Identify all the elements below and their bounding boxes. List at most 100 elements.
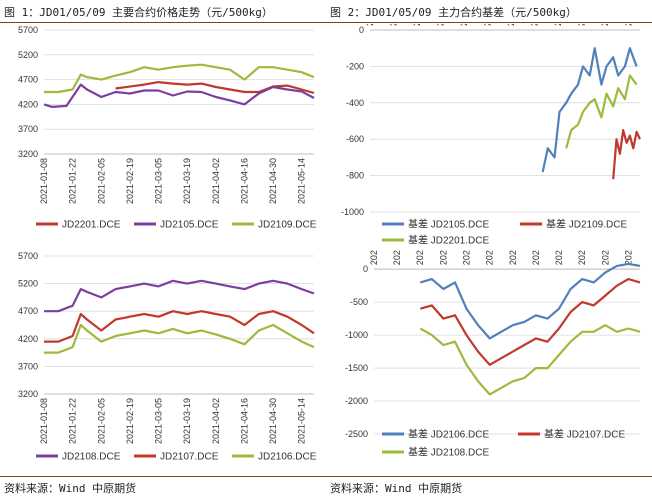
x-tick-label: 2021-05-13 — [623, 24, 633, 26]
x-tick-label: 2021-03-18 — [529, 24, 539, 26]
y-tick-label: 4200 — [18, 99, 38, 109]
x-tick-label: 2020-12-24 — [388, 24, 398, 26]
x-tick-label: 2020-12-10 — [365, 24, 375, 26]
x-tick-label: 2021-02-18 — [485, 250, 495, 265]
basis-chart-2106-2107-2108: -2500 -2000 -1500 -1000 -500 02020-12-10 2020-… — [326, 250, 652, 472]
x-tick-label: 2021-01-21 — [435, 24, 445, 26]
y-tick-label: -500 — [350, 297, 368, 307]
x-tick-label: 2021-03-19 — [182, 398, 192, 444]
y-tick-label: -2000 — [345, 396, 368, 406]
price-chart-svg: 3200 3700 4200 4700 5200 5700 2021-01-08 2021-0… — [18, 25, 317, 231]
legend-label: 基差 JD2108.DCE — [408, 446, 489, 459]
series-line — [419, 324, 641, 396]
legend-label: 基差 JD2107.DCE — [544, 428, 625, 441]
basis-chart-2105-2109-2201: -1000 -800 -600 -400 -200 02020-12-10 2020-12-… — [326, 24, 652, 246]
x-tick-label: 2021-03-18 — [531, 250, 541, 265]
x-tick-label: 2021-01-22 — [68, 158, 78, 204]
legend-label: JD2109.DCE — [258, 220, 317, 231]
y-tick-label: -600 — [346, 134, 364, 144]
y-tick-label: -2500 — [345, 429, 368, 439]
price-chart-2108-2107-2106: 3200 3700 4200 4700 5200 5700 2021-01-08 2021-0… — [0, 250, 326, 472]
legend-label: JD2108.DCE — [62, 452, 121, 463]
x-tick-label: 2021-03-04 — [506, 24, 516, 26]
series-line — [612, 128, 641, 180]
legend-label: 基差 JD2106.DCE — [408, 428, 489, 441]
x-tick-label: 2021-04-02 — [211, 158, 221, 204]
x-tick-label: 2021-02-04 — [459, 24, 469, 26]
x-tick-label: 2021-01-07 — [412, 24, 422, 26]
legend-label: 基差 JD2105.DCE — [408, 218, 489, 231]
legend-label: 基差 JD2109.DCE — [546, 218, 627, 231]
y-tick-label: -400 — [346, 98, 364, 108]
legend-label: JD2106.DCE — [258, 452, 317, 463]
y-tick-label: -1500 — [345, 363, 368, 373]
figure-1-title: 图 1：JD01/05/09 主要合约价格走势（元/500kg） — [4, 6, 273, 19]
y-tick-label: 3200 — [18, 389, 38, 399]
x-tick-label: 2021-04-16 — [239, 398, 249, 444]
x-tick-label: 2021-03-19 — [182, 158, 192, 204]
x-tick-label: 2021-04-01 — [554, 250, 564, 265]
series-line — [44, 310, 315, 343]
y-tick-label: 3700 — [18, 124, 38, 134]
y-tick-label: 4700 — [18, 75, 38, 85]
series-line — [419, 262, 641, 340]
figure-2-title: 图 2：JD01/05/09 主力合约基差（元/500kg） — [330, 6, 577, 19]
x-tick-label: 2021-04-29 — [600, 24, 610, 26]
y-tick-label: 4700 — [18, 306, 38, 316]
x-tick-label: 2021-03-05 — [154, 398, 164, 444]
y-tick-label: -1000 — [345, 330, 368, 340]
y-tick-label: 3700 — [18, 361, 38, 371]
y-tick-label: 0 — [363, 264, 368, 274]
price-chart-svg: 3200 3700 4200 4700 5200 5700 2021-01-08 2021-0… — [18, 251, 317, 463]
x-tick-label: 2021-04-30 — [268, 158, 278, 204]
series-line — [115, 80, 315, 95]
x-tick-label: 2021-01-08 — [39, 398, 49, 444]
x-tick-label: 2021-02-19 — [125, 158, 135, 204]
y-tick-label: 5700 — [18, 251, 38, 261]
y-tick-label: 4200 — [18, 334, 38, 344]
legend-label: JD2107.DCE — [160, 452, 219, 463]
figure-header: 图 1：JD01/05/09 主要合约价格走势（元/500kg） 图 2：JD0… — [0, 0, 652, 22]
footer-rule — [0, 476, 652, 477]
source-note-right: 资料来源：Wind 中原期货 — [330, 482, 463, 495]
x-tick-label: 2021-05-13 — [623, 250, 633, 265]
x-tick-label: 2021-04-01 — [553, 24, 563, 26]
price-chart-2201-2105-2109: 3200 3700 4200 4700 5200 5700 2021-01-08 2021-0… — [0, 24, 326, 246]
x-tick-label: 2021-01-22 — [68, 398, 78, 444]
x-tick-label: 2021-04-16 — [239, 158, 249, 204]
x-tick-label: 2021-04-29 — [600, 250, 610, 265]
x-tick-label: 2021-04-15 — [577, 250, 587, 265]
x-tick-label: 2021-02-19 — [125, 398, 135, 444]
y-tick-label: 5700 — [18, 25, 38, 35]
x-tick-label: 2021-02-18 — [482, 24, 492, 26]
series-line — [419, 278, 641, 366]
series-line — [565, 74, 638, 149]
x-tick-label: 2021-03-04 — [508, 250, 518, 265]
x-tick-label: 2021-02-05 — [96, 398, 106, 444]
y-tick-label: -1000 — [341, 207, 364, 217]
x-tick-label: 2021-05-14 — [297, 398, 307, 444]
x-tick-label: 2021-02-05 — [96, 158, 106, 204]
y-tick-label: 3200 — [18, 149, 38, 159]
y-tick-label: 5200 — [18, 50, 38, 60]
series-line — [541, 47, 638, 173]
x-tick-label: 2021-03-05 — [154, 158, 164, 204]
legend-label: JD2201.DCE — [62, 220, 121, 231]
legend-label: JD2105.DCE — [160, 220, 219, 231]
x-tick-label: 2021-05-14 — [297, 158, 307, 204]
series-line — [44, 279, 315, 313]
legend-label: 基差 JD2201.DCE — [408, 234, 489, 247]
x-tick-label: 2020-12-10 — [369, 250, 379, 265]
x-tick-label: 2021-04-30 — [268, 398, 278, 444]
y-tick-label: 5200 — [18, 279, 38, 289]
x-tick-label: 2020-12-24 — [392, 250, 402, 265]
x-tick-label: 2021-01-07 — [415, 250, 425, 265]
x-tick-label: 2021-04-15 — [576, 24, 586, 26]
y-tick-label: -800 — [346, 171, 364, 181]
basis-chart-svg: -2500 -2000 -1500 -1000 -500 02020-12-10 2020-… — [345, 250, 641, 459]
y-tick-label: -200 — [346, 61, 364, 71]
x-tick-label: 2021-01-21 — [438, 250, 448, 265]
series-line — [44, 323, 315, 354]
x-tick-label: 2021-01-08 — [39, 158, 49, 204]
